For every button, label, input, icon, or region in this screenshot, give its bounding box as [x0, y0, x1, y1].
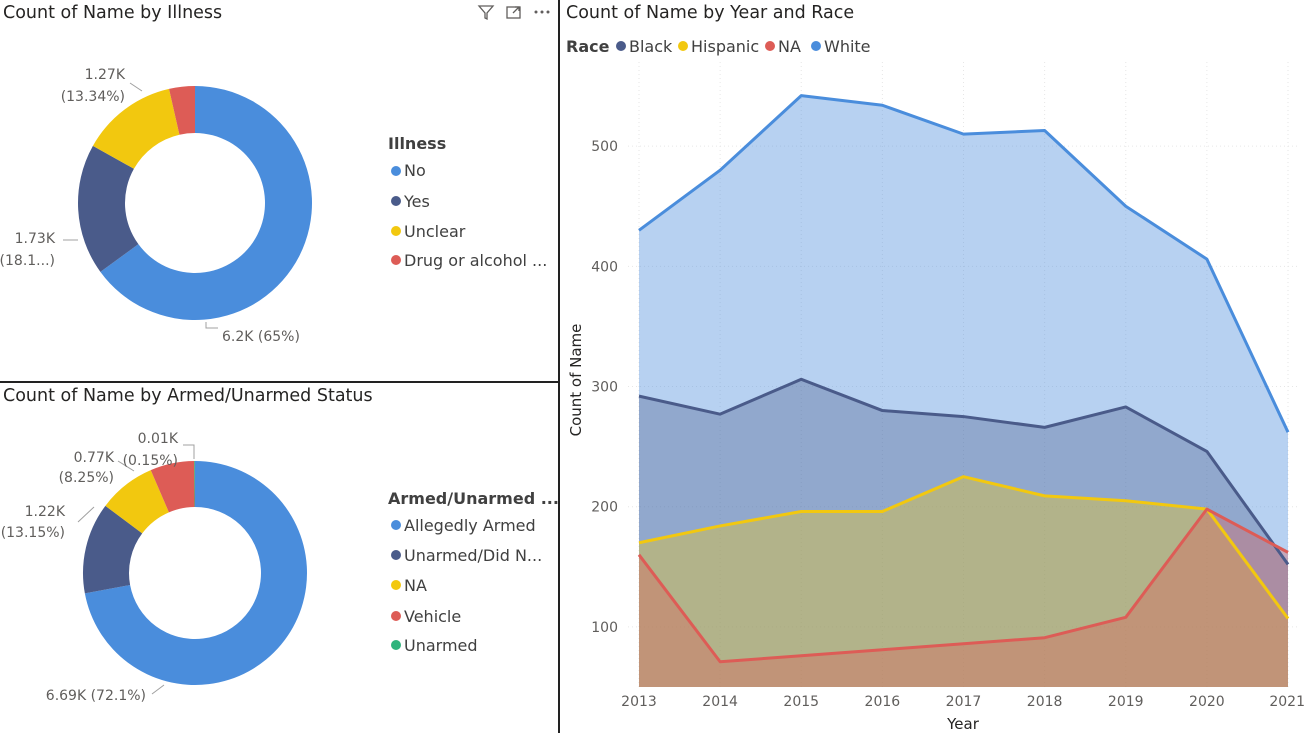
x-tick-label: 2018 — [1027, 694, 1063, 710]
legend-marker — [391, 226, 401, 236]
armed-legend: Allegedly Armed Unarmed/Did N... NA Vehi… — [391, 516, 542, 655]
x-tick-label: 2014 — [702, 694, 738, 710]
x-axis-title: Year — [946, 715, 980, 733]
leader-line — [205, 322, 218, 329]
legend-marker — [765, 41, 775, 51]
legend-item-unarmed-did-not[interactable]: Unarmed/Did N... — [404, 546, 542, 565]
focus-mode-icon[interactable] — [504, 3, 524, 21]
data-label-no: 6.2K (65%) — [222, 329, 300, 345]
legend-item-na[interactable]: NA — [404, 576, 427, 595]
donut-slice-unarmed-did-n[interactable] — [82, 505, 143, 594]
x-tick-label: 2013 — [621, 694, 657, 710]
armed-chart-title: Count of Name by Armed/Unarmed Status — [3, 386, 373, 406]
leader-line — [77, 506, 95, 523]
legend-marker — [391, 640, 401, 650]
legend-marker — [391, 550, 401, 560]
race-year-area-chart: Race Black Hispanic NA White 100 200 300 40… — [566, 37, 1305, 733]
legend-marker — [391, 520, 401, 530]
x-tick-label: 2019 — [1108, 694, 1144, 710]
legend-item-unclear[interactable]: Unclear — [404, 222, 466, 241]
data-label-unarmed: 0.01K — [138, 431, 179, 447]
illness-legend: No Yes Unclear Drug or alcohol ... — [391, 161, 547, 270]
legend-marker — [391, 166, 401, 176]
donut-slice-no[interactable] — [100, 86, 313, 321]
series-line-hispanic[interactable] — [638, 475, 1290, 620]
filter-icon[interactable] — [476, 3, 496, 21]
y-tick-label: 300 — [591, 380, 618, 396]
legend-item-na[interactable]: NA — [778, 37, 801, 56]
data-label-allegedly-armed: 6.69K (72.1%) — [46, 688, 146, 704]
x-tick-label: 2020 — [1189, 694, 1225, 710]
data-label-unclear-pct: (13.34%) — [61, 89, 125, 105]
donut-slice-drug-or-alcohol[interactable] — [169, 86, 195, 135]
data-label-unarmed-did-not-pct: (13.15%) — [1, 525, 65, 541]
legend-item-black[interactable]: Black — [629, 37, 673, 56]
area-fill-white — [639, 95, 1288, 687]
data-label-unarmed-did-not: 1.22K — [25, 504, 66, 520]
illness-chart-title: Count of Name by Illness — [3, 3, 223, 23]
donut-slice-unarmed[interactable] — [194, 461, 195, 508]
data-label-unarmed-pct: (0.15%) — [123, 453, 178, 469]
leader-line — [183, 444, 195, 459]
y-tick-label: 200 — [591, 500, 618, 516]
armed-legend-title: Armed/Unarmed ... — [388, 489, 558, 508]
series-line-white[interactable] — [638, 94, 1290, 433]
panel-divider — [0, 381, 558, 383]
race-year-visual[interactable]: Count of Name by Year and Race Race Blac… — [560, 0, 1308, 733]
data-label-na-pct: (8.25%) — [59, 470, 114, 486]
x-tick-label: 2017 — [946, 694, 982, 710]
data-label-yes-pct: (18.1...) — [0, 253, 55, 269]
area-fill-black — [639, 379, 1288, 687]
legend-item-yes[interactable]: Yes — [403, 192, 430, 211]
data-label-yes: 1.73K — [15, 231, 56, 247]
x-tick-label: 2015 — [783, 694, 819, 710]
series-line-black[interactable] — [638, 377, 1290, 566]
visual-header-toolbar — [476, 3, 552, 21]
y-axis-title: Count of Name — [567, 324, 585, 437]
legend-item-drug-or-alcohol[interactable]: Drug or alcohol ... — [404, 251, 547, 270]
area-fill-na — [639, 509, 1288, 687]
x-tick-label: 2016 — [865, 694, 901, 710]
armed-donut-chart: 0.01K (0.15%) 0.77K (8.25%) 1.22K (13.15… — [1, 431, 558, 704]
race-legend: Race Black Hispanic NA White — [566, 37, 871, 56]
legend-item-vehicle[interactable]: Vehicle — [404, 607, 461, 626]
legend-marker — [391, 580, 401, 590]
legend-marker — [616, 41, 626, 51]
donut-slice-unclear[interactable] — [92, 88, 180, 169]
legend-item-white[interactable]: White — [824, 37, 871, 56]
leader-line — [117, 460, 135, 472]
more-options-icon[interactable] — [532, 3, 552, 21]
donut-slice-vehicle[interactable] — [150, 461, 195, 513]
area-chart-title: Count of Name by Year and Race — [566, 3, 855, 23]
legend-marker — [391, 196, 401, 206]
donut-slice-na[interactable] — [105, 470, 169, 534]
series-line-na[interactable] — [637, 507, 1289, 664]
data-label-na: 0.77K — [74, 450, 115, 466]
legend-item-hispanic[interactable]: Hispanic — [691, 37, 759, 56]
legend-item-no[interactable]: No — [404, 161, 426, 180]
race-legend-title: Race — [566, 37, 610, 56]
legend-marker — [678, 41, 688, 51]
donut-slice-yes[interactable] — [77, 145, 139, 272]
legend-marker — [391, 611, 401, 621]
illness-legend-title: Illness — [388, 134, 446, 153]
data-label-unclear: 1.27K — [85, 67, 126, 83]
armed-status-visual[interactable]: Count of Name by Armed/Unarmed Status 0.… — [0, 383, 558, 733]
illness-donut-chart: 1.27K (13.34%) 1.73K (18.1...) 6.2K (65%… — [0, 67, 547, 345]
panel-divider — [558, 0, 560, 733]
legend-marker — [811, 41, 821, 51]
donut-slice-allegedly-armed[interactable] — [84, 461, 308, 685]
y-tick-label: 100 — [591, 620, 618, 636]
y-tick-label: 500 — [591, 139, 618, 155]
illness-visual[interactable]: Count of Name by Illness 1.27K (13.34%) … — [0, 0, 558, 381]
leader-line — [151, 684, 165, 695]
legend-item-allegedly-armed[interactable]: Allegedly Armed — [404, 516, 536, 535]
area-fill-hispanic — [639, 476, 1288, 687]
legend-item-unarmed[interactable]: Unarmed — [404, 636, 478, 655]
legend-marker — [391, 255, 401, 265]
y-tick-label: 400 — [591, 259, 618, 275]
x-tick-label: 2021 — [1269, 694, 1305, 710]
leader-line — [129, 82, 143, 92]
